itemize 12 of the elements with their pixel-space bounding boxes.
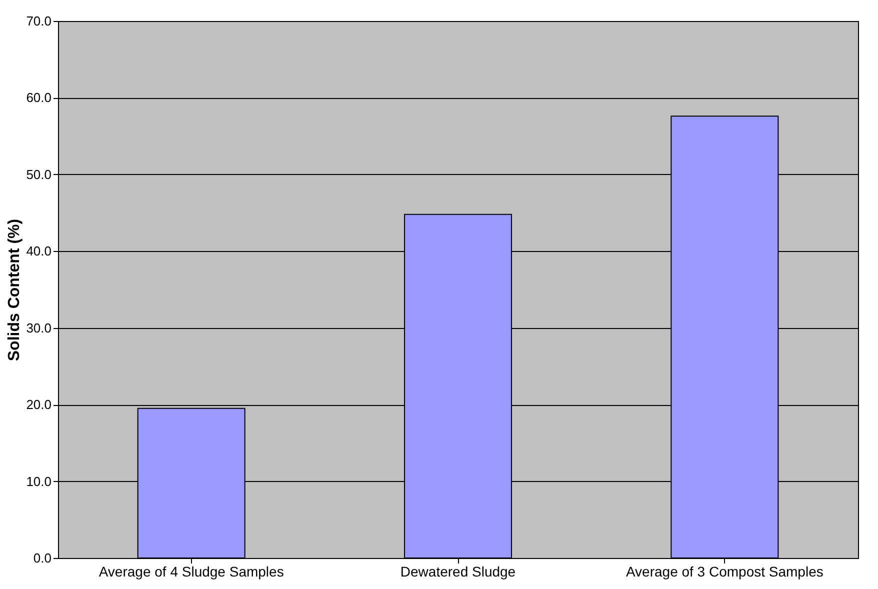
- x-tick-label: Average of 3 Compost Samples: [626, 564, 824, 580]
- y-tick-label: 20.0: [26, 397, 52, 412]
- x-tick-label: Average of 4 Sludge Samples: [98, 564, 284, 580]
- y-tick-label: 40.0: [26, 244, 52, 259]
- y-tick-label: 70.0: [26, 14, 52, 28]
- y-tick-label: 30.0: [26, 320, 52, 336]
- y-tick-label: 50.0: [26, 166, 52, 182]
- x-tick-label: Dewatered Sludge: [400, 564, 516, 580]
- y-tick-label: 10.0: [26, 474, 52, 489]
- y-tick-label: 0.0: [33, 550, 52, 566]
- y-tick-label: 60.0: [26, 90, 52, 106]
- y-axis-title: Solids Content (%): [6, 218, 24, 362]
